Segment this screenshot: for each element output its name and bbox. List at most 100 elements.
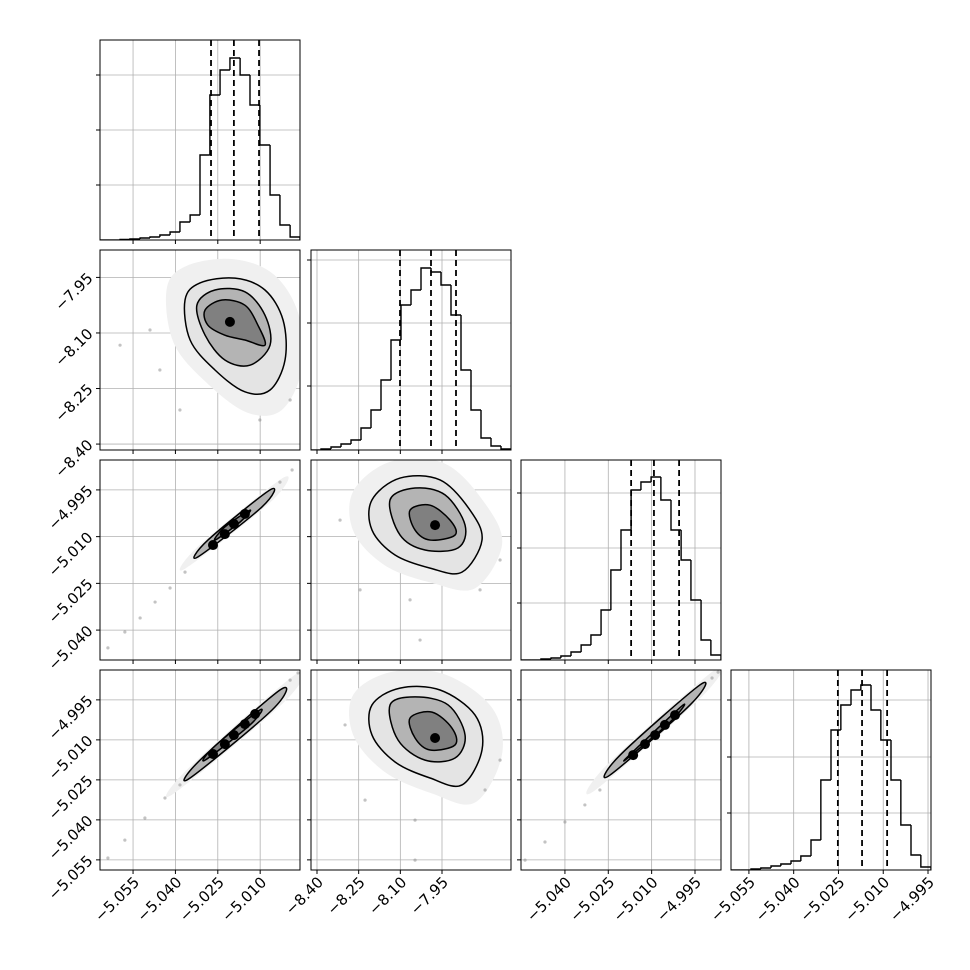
sample-point — [143, 816, 147, 820]
histogram-step — [780, 863, 791, 866]
histogram-step — [149, 236, 160, 238]
histogram-step — [820, 779, 831, 840]
panel-frame — [99, 459, 301, 661]
density-peak — [239, 719, 250, 730]
histogram-step — [400, 304, 411, 340]
sample-point — [408, 598, 412, 602]
histogram-step — [269, 145, 280, 196]
panel — [311, 460, 511, 660]
histogram-step — [470, 370, 481, 411]
sample-point — [163, 796, 167, 800]
histogram-step — [169, 231, 180, 235]
histogram-step — [910, 825, 921, 856]
sample-point — [178, 783, 182, 787]
panel-frame — [520, 669, 722, 871]
sample-point — [358, 588, 362, 592]
histogram-step — [900, 780, 911, 826]
panel-frame — [99, 249, 301, 451]
histogram-step — [450, 285, 461, 316]
histogram-step — [129, 238, 141, 240]
histogram-step — [920, 855, 931, 870]
density-peak — [659, 719, 670, 730]
panel-frame — [99, 39, 301, 241]
histogram-step — [810, 839, 821, 856]
sample-point — [288, 398, 292, 402]
panel-frame — [99, 669, 301, 871]
histogram-step — [440, 272, 451, 286]
histogram-step — [550, 657, 561, 659]
histogram-step — [600, 609, 611, 635]
sample-point — [106, 856, 110, 860]
density-peak — [628, 750, 639, 761]
density-peak — [228, 730, 239, 741]
histogram-step — [650, 476, 661, 482]
histogram-step — [330, 446, 341, 449]
histogram-step — [420, 267, 431, 290]
sample-point — [710, 676, 714, 680]
histogram-step — [850, 689, 861, 705]
histogram-step — [670, 500, 682, 531]
panel — [521, 670, 721, 870]
sample-point — [138, 616, 142, 620]
sample-point — [523, 858, 527, 862]
density-peak — [207, 540, 218, 551]
panel-frame — [310, 669, 512, 871]
histogram-step — [159, 234, 171, 237]
histogram-step — [870, 685, 881, 711]
histogram-step — [209, 94, 221, 155]
histogram-step — [480, 410, 491, 439]
histogram-step — [239, 58, 250, 76]
density-peak — [239, 508, 250, 519]
sample-point — [258, 418, 262, 422]
sample-point — [483, 788, 487, 792]
histogram-step — [620, 529, 632, 570]
sample-point — [598, 788, 602, 792]
density-peak — [219, 529, 230, 540]
histogram-step — [350, 439, 361, 444]
histogram-step — [279, 195, 291, 226]
panel — [100, 670, 300, 870]
panel-frame — [310, 249, 512, 451]
sample-point — [290, 468, 294, 472]
histogram-step — [690, 560, 702, 601]
sample-point — [123, 838, 127, 842]
sample-point — [583, 803, 587, 807]
sample-point — [563, 820, 567, 824]
histogram-step — [199, 154, 210, 215]
density-peak — [224, 316, 235, 327]
sample-point — [106, 646, 110, 650]
histogram-step — [179, 221, 191, 232]
histogram-step — [790, 860, 801, 864]
sample-point — [148, 328, 152, 332]
histogram-step — [570, 651, 582, 656]
sample-point — [498, 758, 502, 762]
sample-point — [716, 670, 720, 674]
sample-point — [158, 368, 162, 372]
sample-point — [123, 630, 127, 634]
sample-point — [413, 818, 417, 822]
density-peak — [250, 709, 261, 719]
histogram-step — [460, 315, 471, 371]
histogram-step — [360, 427, 371, 440]
sample-point — [363, 798, 367, 802]
contour-level — [408, 710, 458, 752]
histogram-step — [380, 379, 391, 410]
histogram-step — [370, 409, 381, 428]
panel-frame — [730, 669, 932, 871]
histogram-step — [410, 289, 421, 305]
histogram-step — [490, 438, 501, 447]
sample-point — [343, 723, 347, 727]
sample-point — [278, 480, 282, 484]
panel — [100, 460, 300, 660]
sample-point — [153, 600, 157, 604]
histogram-step — [700, 600, 711, 641]
histogram-step — [219, 69, 230, 95]
histogram-step — [890, 740, 901, 781]
histogram-step — [680, 530, 691, 561]
panel-frame — [520, 459, 722, 661]
sample-point — [498, 558, 502, 562]
density-peak — [670, 710, 681, 721]
